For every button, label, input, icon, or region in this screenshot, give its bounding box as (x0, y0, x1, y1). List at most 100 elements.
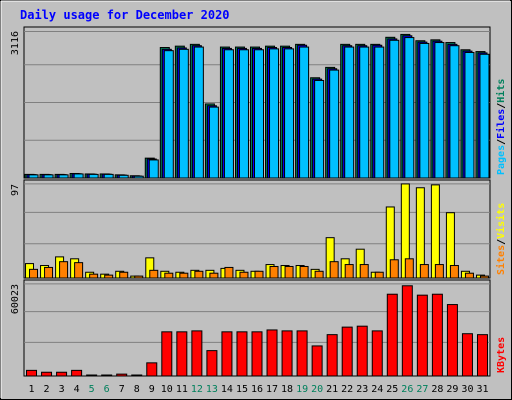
bar-pages-7 (118, 174, 129, 179)
x-tick-label: 18 (281, 384, 293, 395)
bar-pages-22 (344, 46, 355, 179)
bar-sites-10 (164, 272, 174, 279)
bar-kbytes-8 (131, 374, 143, 377)
y-max-label: 60023 (10, 284, 21, 314)
x-axis-labels: 1 2 3 4 5 6 7 8 9 10 11 12 13 14 15 16 17 18 19 20 21 22 23 24 2… (29, 384, 489, 395)
x-tick-label: 13 (206, 384, 218, 395)
bar-pages-3 (58, 174, 69, 179)
bar-kbytes-27 (416, 294, 428, 377)
x-tick-label: 20 (311, 384, 323, 395)
chart-panels: 3116Pages/Files/Hits97Sites/Visits60023K… (10, 26, 507, 377)
x-tick-label: 7 (119, 384, 125, 395)
bar-pages-5 (88, 173, 99, 179)
bar-sites-17 (269, 265, 279, 279)
bar-kbytes-1 (26, 369, 38, 377)
x-tick-label: 3 (59, 384, 65, 395)
x-tick-label: 1 (29, 384, 35, 395)
bar-sites-11 (179, 272, 189, 279)
bar-kbytes-31 (476, 334, 488, 377)
x-tick-label: 23 (356, 384, 368, 395)
bar-sites-30 (464, 272, 474, 279)
bar-pages-25 (389, 39, 400, 179)
x-tick-label: 4 (74, 384, 80, 395)
legend-entry-kbytes: KBytes (496, 337, 507, 373)
bar-sites-24 (374, 271, 384, 279)
bar-kbytes-19 (296, 330, 308, 377)
x-tick-label: 27 (416, 384, 428, 395)
x-tick-label: 6 (104, 384, 110, 395)
bar-kbytes-25 (386, 293, 398, 377)
bar-pages-16 (254, 49, 264, 179)
legend-separator: / (496, 239, 507, 245)
bar-sites-4 (74, 262, 84, 279)
bar-kbytes-5 (86, 374, 98, 377)
chart-title: Daily usage for December 2020 (20, 8, 230, 22)
bar-sites-15 (239, 271, 249, 279)
bar-pages-26 (404, 37, 415, 179)
bar-pages-29 (449, 45, 460, 179)
bar-pages-10 (163, 50, 174, 179)
bar-kbytes-15 (236, 331, 248, 377)
bar-kbytes-21 (326, 334, 338, 377)
bar-sites-13 (209, 272, 219, 279)
bar-kbytes-26 (401, 285, 413, 377)
x-tick-label: 5 (89, 384, 95, 395)
bar-pages-19 (299, 46, 310, 179)
x-tick-label: 28 (431, 384, 443, 395)
bar-pages-30 (464, 51, 475, 179)
bar-pages-9 (148, 159, 159, 179)
x-tick-label: 8 (134, 384, 140, 395)
bar-sites-6 (104, 274, 114, 279)
bar-kbytes-22 (341, 326, 353, 377)
bar-pages-20 (314, 79, 325, 179)
bar-sites-5 (89, 273, 99, 279)
bar-sites-29 (449, 265, 459, 279)
bar-kbytes-4 (71, 369, 83, 377)
legend-entry-files: Files (495, 109, 507, 139)
bar-pages-24 (374, 46, 385, 179)
bar-sites-20 (314, 270, 324, 279)
bar-kbytes-12 (191, 330, 203, 377)
legend-entry-pages: Pages (496, 145, 507, 175)
x-tick-label: 10 (161, 384, 173, 395)
bar-sites-2 (44, 266, 54, 279)
bar-kbytes-2 (41, 371, 53, 377)
bar-kbytes-23 (356, 325, 368, 377)
bar-pages-6 (103, 173, 114, 179)
bar-kbytes-13 (206, 350, 218, 377)
x-tick-label: 15 (236, 384, 248, 395)
bar-sites-23 (359, 264, 369, 279)
bar-sites-31 (479, 275, 489, 279)
bar-kbytes-30 (461, 333, 473, 377)
bar-kbytes-17 (266, 329, 278, 377)
y-max-label: 97 (10, 184, 21, 196)
legend-entry-hits: Hits (495, 79, 507, 103)
bar-sites-12 (194, 270, 204, 279)
bar-kbytes-3 (56, 371, 68, 377)
x-tick-label: 25 (386, 384, 398, 395)
x-tick-label: 17 (266, 384, 278, 395)
bar-kbytes-28 (431, 293, 443, 377)
bar-pages-8 (133, 175, 144, 179)
bar-sites-9 (149, 269, 159, 279)
x-tick-label: 22 (341, 384, 353, 395)
x-tick-label: 24 (371, 384, 383, 395)
bar-sites-1 (29, 268, 39, 279)
x-tick-label: 26 (401, 384, 413, 395)
bar-pages-4 (73, 173, 84, 179)
bar-kbytes-6 (101, 374, 113, 377)
bar-kbytes-29 (446, 304, 458, 377)
legend-entry-visits: Visits (495, 203, 507, 239)
legend: Pages/Files/Hits (495, 79, 507, 175)
x-tick-label: 9 (149, 384, 155, 395)
bar-sites-22 (344, 264, 354, 279)
panel-visits_sites: 97 Sites/Visits (10, 179, 507, 279)
bar-kbytes-14 (221, 331, 233, 377)
legend: KBytes (496, 337, 507, 373)
panel-kbytes: 60023 KBytes (10, 279, 507, 377)
bar-pages-2 (43, 174, 54, 179)
bar-pages-13 (208, 106, 219, 179)
bar-visits-28 (430, 184, 440, 279)
x-tick-label: 19 (296, 384, 308, 395)
